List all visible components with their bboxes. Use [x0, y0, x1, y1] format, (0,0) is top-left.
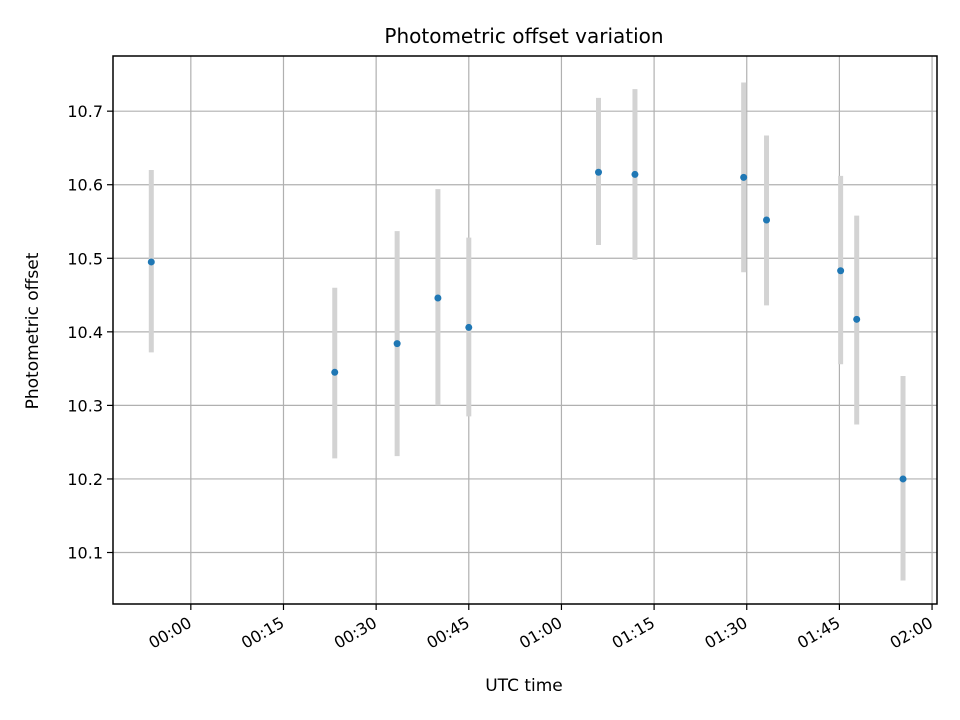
y-tick-label: 10.6: [67, 176, 103, 195]
data-point: [465, 323, 473, 331]
data-points: [147, 168, 907, 483]
data-point: [595, 168, 603, 176]
chart-title: Photometric offset variation: [384, 24, 663, 48]
y-tick-label: 10.5: [67, 249, 103, 268]
data-point: [331, 368, 339, 376]
y-axis-label: Photometric offset: [23, 252, 43, 409]
data-point: [853, 315, 861, 323]
y-tick-label: 10.3: [67, 396, 103, 415]
data-point: [740, 173, 748, 181]
y-tick-label: 10.2: [67, 470, 103, 489]
y-tick-label: 10.7: [67, 102, 103, 121]
data-point: [147, 258, 155, 266]
data-point: [899, 475, 907, 483]
x-axis-label: UTC time: [485, 676, 563, 696]
data-point: [393, 340, 401, 348]
y-tick-label: 10.4: [67, 323, 103, 342]
data-point: [631, 170, 639, 178]
y-axis-ticks: 10.1 10.2 10.3 10.4 10.5 10.6 10.7: [67, 102, 113, 563]
y-tick-label: 10.1: [67, 544, 103, 563]
data-point: [434, 294, 442, 302]
grid: [113, 56, 937, 604]
data-point: [837, 267, 845, 275]
plot-area-frame: [112, 55, 938, 605]
data-point: [763, 216, 771, 224]
